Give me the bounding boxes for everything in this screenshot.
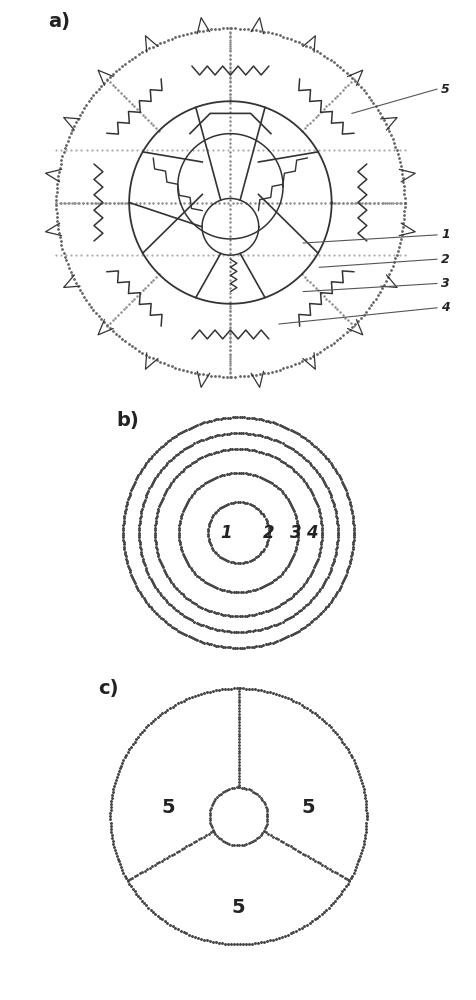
Text: 4: 4 <box>440 301 449 314</box>
Text: 3: 3 <box>440 277 449 290</box>
Text: b): b) <box>116 411 139 430</box>
Text: a): a) <box>48 12 70 31</box>
Text: c): c) <box>98 679 119 698</box>
Text: 4: 4 <box>305 523 317 541</box>
Text: 5: 5 <box>301 798 315 817</box>
Text: 3: 3 <box>289 523 301 541</box>
Text: 5: 5 <box>231 898 245 917</box>
Text: 2: 2 <box>440 253 449 266</box>
Text: 1: 1 <box>440 228 449 241</box>
Text: 1: 1 <box>220 523 232 541</box>
Text: 5: 5 <box>161 798 175 817</box>
Text: 5: 5 <box>440 83 449 96</box>
Text: 2: 2 <box>263 523 274 541</box>
